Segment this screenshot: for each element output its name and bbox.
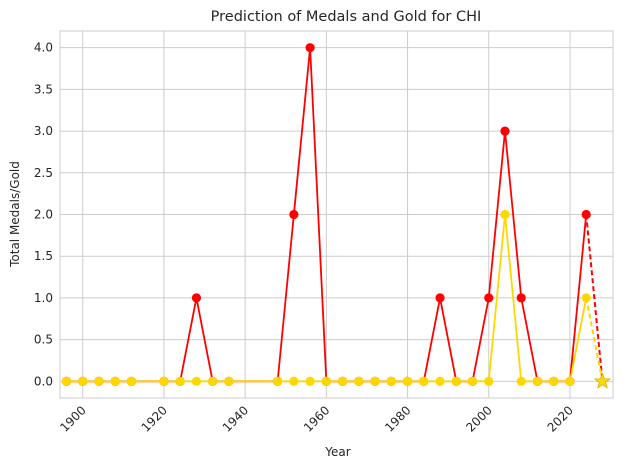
data-point (435, 376, 445, 386)
grid (60, 31, 613, 398)
data-point (500, 209, 510, 220)
chart-title: Prediction of Medals and Gold for CHI (211, 9, 482, 25)
y-tick-label: 4.0 (34, 41, 53, 55)
series-line (66, 213, 588, 383)
data-point (273, 376, 283, 386)
y-tick-label: 1.0 (34, 291, 53, 305)
data-point (354, 376, 364, 386)
data-point (516, 376, 526, 386)
data-point (386, 376, 396, 386)
prediction-line (585, 214, 604, 382)
data-point (484, 376, 494, 386)
data-point (110, 376, 120, 386)
data-point (565, 376, 575, 386)
y-tick-label: 0.0 (34, 374, 53, 388)
data-point (289, 209, 299, 220)
data-point (451, 376, 461, 386)
prediction-star (594, 372, 611, 389)
data-point (305, 376, 315, 386)
data-point (61, 376, 72, 386)
data-point (289, 376, 299, 386)
series-layer (61, 43, 611, 389)
prediction-line (585, 297, 604, 382)
data-point (175, 376, 185, 386)
x-axis-label: Year (324, 445, 350, 459)
data-point (78, 376, 88, 386)
data-point (224, 376, 234, 386)
data-point (435, 293, 445, 303)
y-tick-label: 1.5 (34, 249, 53, 263)
data-point (484, 293, 494, 303)
data-point (191, 376, 202, 386)
y-tick-label: 3.0 (34, 124, 53, 138)
data-point (94, 376, 104, 386)
data-point (402, 376, 413, 386)
data-point (337, 376, 348, 386)
y-tick-label: 2.5 (34, 166, 53, 180)
data-point (532, 376, 543, 386)
data-point (159, 376, 169, 386)
data-point (321, 376, 331, 386)
y-tick-label: 3.5 (34, 82, 53, 96)
plot-border (59, 30, 614, 399)
data-point (305, 43, 315, 53)
plot-frame (59, 30, 614, 399)
data-point (549, 376, 559, 386)
y-tick-label: 2.0 (34, 208, 53, 222)
data-point (191, 293, 202, 303)
data-point (516, 293, 526, 303)
data-point (419, 376, 429, 386)
y-tick-label: 0.5 (34, 333, 53, 347)
data-point (370, 376, 380, 386)
y-axis-label: Total Medals/Gold (8, 161, 22, 268)
data-point (126, 376, 137, 386)
data-point (208, 376, 218, 386)
data-point (467, 376, 478, 386)
data-point (500, 126, 510, 136)
